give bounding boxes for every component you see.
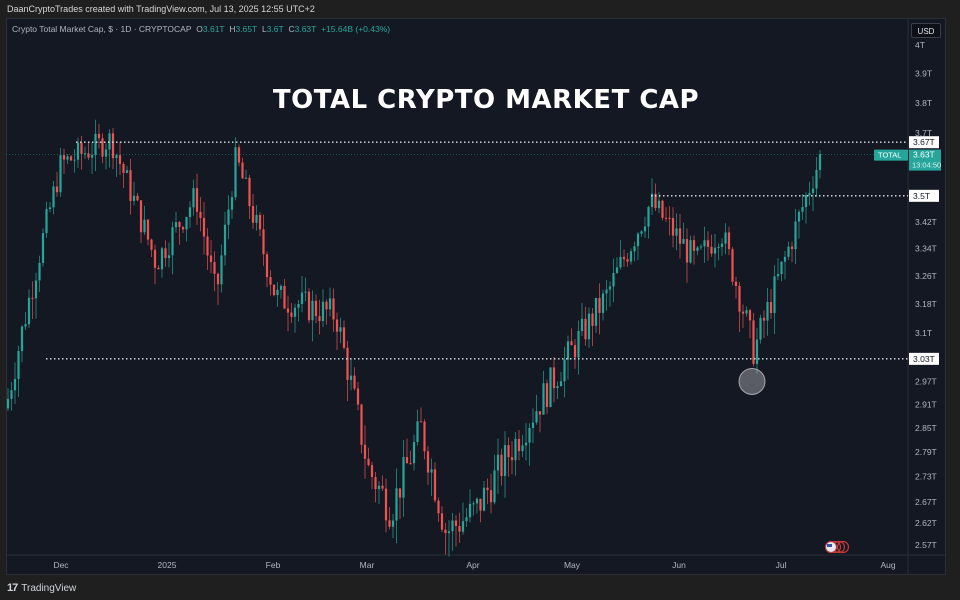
low-value: 3.6T bbox=[266, 24, 284, 34]
price-tick-label: 3.7T bbox=[915, 128, 932, 138]
price-tick-label: 2.85T bbox=[915, 423, 937, 433]
high-label: H bbox=[229, 24, 236, 34]
change-value: +15.64B (+0.43%) bbox=[321, 24, 391, 34]
price-tick-label: 2.73T bbox=[915, 472, 937, 482]
price-tick-label: 3.26T bbox=[915, 271, 937, 281]
level-label: 3.67T bbox=[913, 137, 935, 147]
candles bbox=[6, 119, 822, 557]
badge-symbol: TOTAL bbox=[878, 151, 901, 160]
price-tick-label: 2.91T bbox=[915, 400, 937, 410]
candlestick-chart[interactable]: 4T 3.9T 3.8T 3.7T 3.42T 3.34T 3.26T 3.18T 3.1T 2.… bbox=[6, 18, 946, 575]
price-tick-label: 2.62T bbox=[915, 518, 937, 528]
level-label: 3.5T bbox=[913, 191, 930, 201]
price-tick-label: 4T bbox=[915, 40, 925, 50]
badge-price: 3.63T bbox=[913, 150, 935, 160]
open-label: O bbox=[196, 24, 203, 34]
close-label: C bbox=[288, 24, 295, 34]
tradingview-logo-text: TradingView bbox=[21, 582, 77, 594]
level-label-bg bbox=[909, 189, 939, 202]
price-axis[interactable]: 4T 3.9T 3.8T 3.7T 3.42T 3.34T 3.26T 3.18T 3.1T 2.… bbox=[915, 40, 937, 550]
time-tick-label: Aug bbox=[880, 560, 895, 570]
tradingview-logo[interactable]: 17 TradingView bbox=[7, 582, 76, 594]
highlight-circle-annotation[interactable] bbox=[738, 367, 766, 395]
currency-button[interactable]: USD bbox=[911, 23, 941, 38]
time-axis[interactable]: Dec 2025 Feb Mar Apr May Jun Jul Aug bbox=[53, 560, 895, 570]
chart-annotation-title: TOTAL CRYPTO MARKET CAP bbox=[272, 85, 700, 115]
price-tick-label: 2.67T bbox=[915, 497, 937, 507]
time-tick-label: Jul bbox=[776, 560, 787, 570]
time-tick-label: Apr bbox=[466, 560, 479, 570]
price-tick-label: 3.34T bbox=[915, 244, 937, 254]
level-label-bg bbox=[909, 352, 939, 365]
price-tick-label: 3.8T bbox=[915, 98, 932, 108]
time-tick-label: Jun bbox=[672, 560, 686, 570]
price-tick-label: 3.18T bbox=[915, 299, 937, 309]
time-tick-label: Mar bbox=[360, 560, 375, 570]
price-tick-label: 2.57T bbox=[915, 540, 937, 550]
chart-panel[interactable] bbox=[6, 18, 946, 575]
badge-countdown: 13:04:50 bbox=[912, 161, 941, 170]
economic-events-flag-icon[interactable] bbox=[824, 540, 850, 554]
level-label: 3.03T bbox=[913, 354, 935, 364]
symbol-description: Crypto Total Market Cap, $ · 1D · CRYPTO… bbox=[12, 24, 192, 34]
high-value: 3.65T bbox=[235, 24, 258, 34]
price-tick-label: 2.79T bbox=[915, 447, 937, 457]
price-tick-label: 3.42T bbox=[915, 217, 937, 227]
time-tick-label: Dec bbox=[53, 560, 69, 570]
time-tick-label: May bbox=[564, 560, 581, 570]
symbol-legend: Crypto Total Market Cap, $ · 1D · CRYPTO… bbox=[12, 24, 390, 34]
horizontal-levels[interactable]: 3.67T 3.5T 3.03T bbox=[46, 136, 939, 365]
close-value: 3.63T bbox=[294, 24, 317, 34]
low-label: L bbox=[261, 24, 267, 34]
price-tick-label: 3.9T bbox=[915, 68, 932, 78]
attribution-text: DaanCryptoTrades created with TradingVie… bbox=[7, 4, 315, 14]
open-value: 3.61T bbox=[202, 24, 225, 34]
time-tick-label: 2025 bbox=[158, 560, 177, 570]
tradingview-logo-icon: 17 bbox=[7, 582, 18, 594]
time-tick-label: Feb bbox=[266, 560, 281, 570]
level-label-bg bbox=[909, 136, 939, 149]
price-tick-label: 2.97T bbox=[915, 376, 937, 386]
price-tick-label: 3.1T bbox=[915, 328, 932, 338]
